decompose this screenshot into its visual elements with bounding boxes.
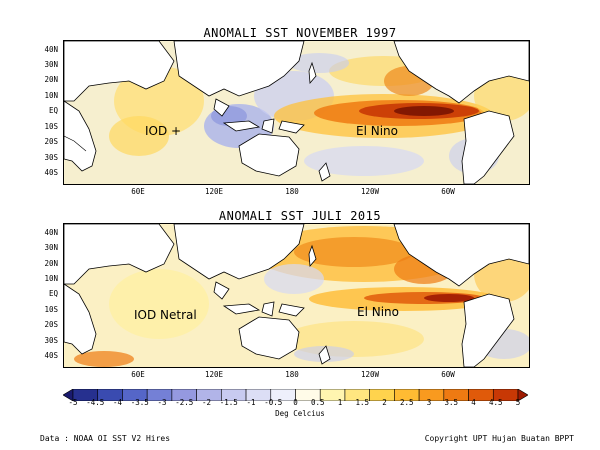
colorbar-tick-label: -3	[157, 398, 167, 407]
bottom-lat-label: 20S	[44, 320, 58, 329]
colorbar-tick-labels: -5 -4.5 -4 -3.5 -3 -2.5 -2 -1.5 -1 -0.5 0 0.5 1 1.5 2 2…	[60, 398, 530, 408]
colorbar-tick-label: 0	[293, 398, 298, 407]
top-lon-label: 60W	[441, 187, 455, 196]
colorbar-unit: Deg Celcius	[275, 409, 325, 418]
bottom-anomaly-map	[64, 224, 529, 367]
top-lon-label: 180	[285, 187, 299, 196]
colorbar-tick-label: 2.5	[399, 398, 414, 407]
top-lat-label: 20S	[44, 137, 58, 146]
bottom-lon-label: 120E	[204, 370, 224, 379]
colorbar-swatch	[517, 388, 529, 402]
top-annotation-iod: IOD +	[145, 124, 182, 138]
top-anomaly-map	[64, 41, 529, 184]
top-lat-label: 30S	[44, 153, 58, 162]
colorbar-tick-label: -4.5	[86, 398, 105, 407]
colorbar-tick-label: 1	[337, 398, 343, 407]
top-lat-label: 10S	[44, 122, 58, 131]
top-lat-label: 20N	[44, 75, 58, 84]
bottom-map-title: ANOMALI SST JULI 2015	[218, 209, 382, 223]
colorbar-tick-label: -1	[246, 398, 256, 407]
top-lon-label: 120W	[360, 187, 380, 196]
bottom-map-panel	[63, 223, 530, 368]
bottom-lat-label: 30N	[44, 243, 58, 252]
colorbar-tick-label: -4	[112, 398, 123, 407]
colorbar-tick-label: 4.5	[488, 398, 503, 407]
top-lat-label: 10N	[44, 91, 58, 100]
colorbar-tick-label: 0.5	[310, 398, 325, 407]
colorbar-tick-label: 1.5	[355, 398, 370, 407]
colorbar-tick-label: -5	[68, 398, 78, 407]
colorbar-tick-label: -3.5	[130, 398, 149, 407]
top-lat-label: 40N	[44, 45, 58, 54]
top-lat-label: EQ	[48, 106, 58, 115]
colorbar-tick-label: 5	[515, 398, 521, 407]
data-credit: Data : NOAA OI SST V2 Hires	[40, 434, 171, 443]
top-map-panel	[63, 40, 530, 185]
top-lon-label: 60E	[131, 187, 145, 196]
colorbar	[62, 386, 529, 402]
top-map-title: ANOMALI SST NOVEMBER 1997	[203, 26, 397, 40]
bottom-lon-label: 60E	[131, 370, 145, 379]
bottom-lat-label: 40S	[44, 351, 58, 360]
bottom-lat-label: 30S	[44, 336, 58, 345]
bottom-lon-label: 120W	[360, 370, 380, 379]
colorbar-tick-label: 2	[382, 398, 387, 407]
colorbar-tick-label: -2	[201, 398, 212, 407]
colorbar-swatches	[62, 388, 529, 402]
bottom-lon-label: 180	[285, 370, 299, 379]
top-annotation-elnino: El Nino	[356, 124, 398, 138]
top-lat-label: 30N	[44, 60, 58, 69]
bottom-lon-label: 60W	[441, 370, 455, 379]
colorbar-tick-label: -2.5	[175, 398, 194, 407]
bottom-lat-label: 40N	[44, 228, 58, 237]
copyright: Copyright UPT Hujan Buatan BPPT	[424, 434, 574, 443]
colorbar-tick-label: 3	[426, 398, 432, 407]
colorbar-tick-label: -0.5	[264, 398, 283, 407]
colorbar-tick-label: 3.5	[444, 398, 459, 407]
bottom-lat-label: 20N	[44, 259, 58, 268]
bottom-annotation-elnino: El Nino	[357, 305, 399, 319]
bottom-lat-label: 10N	[44, 274, 58, 283]
colorbar-tick-label: 4	[471, 398, 476, 407]
bottom-lat-label: 10S	[44, 305, 58, 314]
top-lat-label: 40S	[44, 168, 58, 177]
top-lon-label: 120E	[204, 187, 224, 196]
bottom-lat-label: EQ	[48, 289, 58, 298]
bottom-annotation-iod: IOD Netral	[134, 308, 197, 322]
colorbar-tick-label: -1.5	[219, 398, 238, 407]
